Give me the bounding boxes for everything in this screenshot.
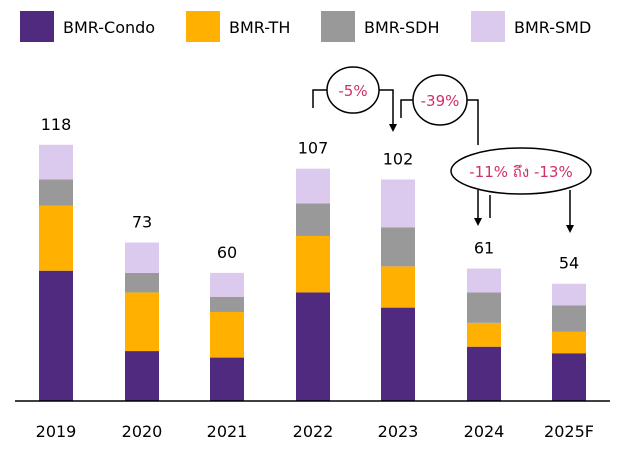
legend-swatch-bmr-condo [20, 11, 54, 42]
x-tick-2021: 2021 [207, 422, 248, 441]
bar-bmr-th-2021 [210, 311, 244, 358]
legend-label-bmr-condo: BMR-Condo [63, 18, 155, 37]
bar-bmr-condo-2021 [210, 357, 244, 401]
annotation-label-5pct: -5% [338, 82, 367, 100]
x-axis-tick-labels: 2019 2020 2021 2022 2023 2024 2025F [36, 422, 594, 441]
bar-bmr-smd-2023 [381, 179, 415, 228]
total-label-2021: 60 [217, 243, 237, 262]
annotation-bubble-5pct [326, 66, 380, 114]
x-tick-2024: 2024 [464, 422, 505, 441]
bar-bmr-smd-2022 [296, 168, 330, 204]
legend-swatch-bmr-sdh [321, 11, 355, 42]
legend-label-bmr-smd: BMR-SMD [514, 18, 591, 37]
annotation-label-39pct: -39% [421, 92, 460, 110]
annotations: -5% -39% -11% ถึง -13% [312, 66, 592, 233]
total-labels: 118 73 60 107 102 61 54 [41, 115, 579, 273]
bars-group [39, 144, 586, 401]
x-tick-2025f: 2025F [544, 422, 594, 441]
bar-bmr-th-2020 [125, 292, 159, 352]
x-tick-2019: 2019 [36, 422, 77, 441]
x-tick-2022: 2022 [293, 422, 334, 441]
bar-bmr-smd-2024 [467, 268, 501, 293]
annotation-arrow-2023 [379, 89, 397, 132]
legend-label-bmr-sdh: BMR-SDH [364, 18, 440, 37]
total-label-2020: 73 [132, 212, 152, 231]
annotation-bubble-11-13pct [450, 147, 592, 195]
bar-bmr-smd-2021 [210, 272, 244, 297]
bar-bmr-sdh-2023 [381, 227, 415, 267]
bar-bmr-th-2024 [467, 322, 501, 347]
bar-bmr-sdh-2020 [125, 272, 159, 293]
annotation-connector-2022-2023 [312, 89, 327, 108]
bar-bmr-condo-2024 [467, 346, 501, 401]
x-tick-2020: 2020 [122, 422, 163, 441]
annotation-connector-2023-2024 [400, 99, 414, 118]
bar-bmr-smd-2019 [39, 144, 73, 180]
bar-bmr-th-2022 [296, 235, 330, 293]
annotation-label-11-13pct: -11% ถึง -13% [469, 163, 572, 181]
bar-bmr-sdh-2022 [296, 203, 330, 236]
bar-bmr-condo-2019 [39, 270, 73, 401]
total-label-2023: 102 [383, 150, 414, 169]
legend-swatch-bmr-smd [471, 11, 505, 42]
legend: BMR-Condo BMR-TH BMR-SDH BMR-SMD [20, 11, 591, 42]
bar-bmr-condo-2022 [296, 292, 330, 401]
bar-bmr-condo-2023 [381, 307, 415, 401]
total-label-2022: 107 [298, 139, 329, 158]
legend-swatch-bmr-th [186, 11, 220, 42]
bar-bmr-condo-2025f [552, 353, 586, 401]
annotation-bubble-39pct [412, 74, 468, 126]
legend-label-bmr-th: BMR-TH [229, 18, 290, 37]
bar-bmr-th-2025f [552, 331, 586, 354]
bar-bmr-th-2019 [39, 205, 73, 271]
total-label-2019: 118 [41, 115, 72, 134]
bar-bmr-smd-2020 [125, 242, 159, 273]
bar-bmr-smd-2025f [552, 283, 586, 306]
bar-bmr-condo-2020 [125, 351, 159, 401]
bar-bmr-sdh-2024 [467, 292, 501, 323]
total-label-2025f: 54 [559, 254, 579, 273]
bar-bmr-th-2023 [381, 266, 415, 308]
total-label-2024: 61 [474, 239, 494, 258]
annotation-connector-39pct-right [466, 99, 479, 145]
x-tick-2023: 2023 [378, 422, 419, 441]
bar-bmr-sdh-2025f [552, 305, 586, 332]
bar-bmr-sdh-2019 [39, 179, 73, 206]
bar-bmr-sdh-2021 [210, 296, 244, 312]
